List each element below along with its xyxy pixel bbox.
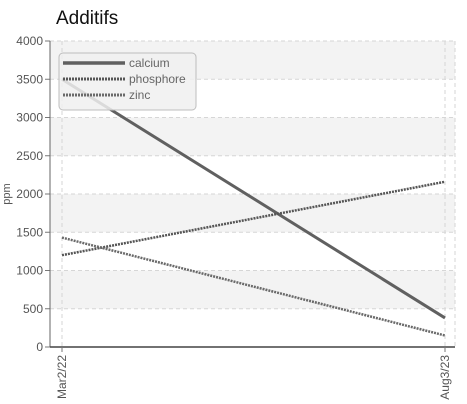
chart-title: Additifs	[56, 8, 119, 29]
y-axis-label: ppm	[1, 183, 13, 204]
legend-label: phosphore	[129, 72, 186, 86]
y-tick-label: 3000	[16, 111, 43, 125]
x-tick-label: Aug3/23	[438, 355, 452, 400]
y-tick-label: 500	[23, 302, 43, 316]
y-tick-label: 2500	[16, 149, 43, 163]
grid-band	[50, 194, 455, 233]
y-tick-label: 1000	[16, 264, 43, 278]
series-line-phosphore	[61, 180, 446, 257]
y-tick-label: 4000	[16, 34, 43, 48]
y-tick-label: 1500	[16, 225, 43, 239]
y-tick-label: 3500	[16, 72, 43, 86]
legend-label: zinc	[129, 88, 150, 102]
y-tick-label: 2000	[16, 187, 43, 201]
series-line-calcium	[61, 77, 446, 320]
grid-band	[50, 117, 455, 156]
x-tick-label: Mar2/22	[55, 355, 69, 399]
grid-band	[50, 270, 455, 309]
y-tick-label: 0	[36, 340, 43, 354]
legend-label: calcium	[129, 56, 170, 70]
